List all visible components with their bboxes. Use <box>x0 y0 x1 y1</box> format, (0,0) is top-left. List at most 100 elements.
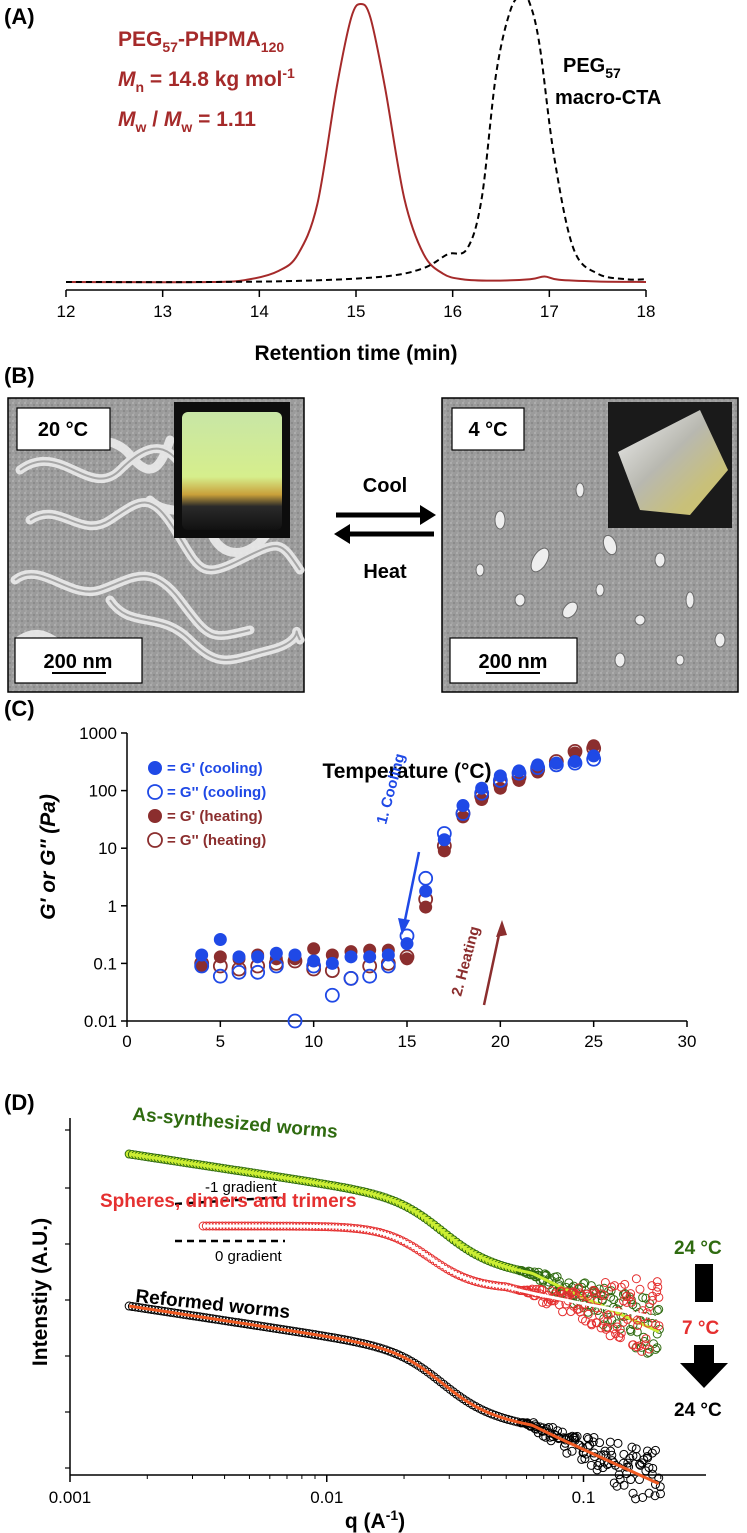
x-tick-label: 12 <box>57 302 76 321</box>
data-point <box>287 1013 303 1029</box>
x-tick-label: 16 <box>443 302 462 321</box>
saxs-point <box>606 1292 616 1302</box>
data-point <box>269 946 283 960</box>
saxs-point <box>435 1377 445 1387</box>
saxs-point <box>589 1433 599 1443</box>
saxs-point <box>577 1290 587 1300</box>
saxs-point <box>631 1494 641 1504</box>
saxs-point <box>626 1289 636 1299</box>
panel-a: (A) PEG57-PHPMA120 Mn = 14.8 kg mol-1 Mw… <box>4 0 661 365</box>
saxs-point <box>582 1289 592 1299</box>
saxs-point <box>642 1348 652 1358</box>
saxs-point <box>613 1438 623 1448</box>
saxs-point <box>621 1292 631 1302</box>
saxs-point <box>442 1382 452 1392</box>
legend-marker-gp-heating <box>148 809 162 823</box>
saxs-point <box>619 1449 629 1459</box>
saxs-point <box>566 1288 576 1298</box>
panel-c-label: (C) <box>4 696 35 721</box>
heating-annotation: 2. Heating <box>448 920 507 1006</box>
saxs-point <box>654 1321 664 1331</box>
saxs-point <box>644 1344 654 1354</box>
heat-label: Heat <box>363 561 407 583</box>
data-point <box>212 968 228 984</box>
data-point <box>324 987 340 1003</box>
legend-gp-heating: = G' (heating) <box>167 808 263 825</box>
y-tick-label: 1000 <box>79 724 117 743</box>
label-zero-gradient: 0 gradient <box>215 1248 283 1265</box>
saxs-point <box>429 1372 439 1382</box>
panel-c: (C) 0 5 10 15 20 25 30 0.01 0.1 1 10 100 1000 Temper… <box>4 696 696 1051</box>
scalebar-box-left <box>14 637 143 684</box>
gradient-line-minus1 <box>174 1195 286 1206</box>
saxs-point <box>651 1344 661 1354</box>
cta-label-line1: PEG57 <box>563 55 621 81</box>
data-point <box>250 964 266 980</box>
vial-gel <box>182 412 282 530</box>
saxs-point <box>572 1431 582 1441</box>
saxs-point <box>653 1282 663 1292</box>
panel-c-legend: = G' (cooling) = G'' (cooling) = G' (hea… <box>147 760 266 849</box>
data-point <box>381 948 395 962</box>
legend-marker-gpp-heating <box>147 832 163 848</box>
x-tick-label: 30 <box>678 1032 697 1051</box>
y-tick-label: 0.1 <box>93 954 117 973</box>
panel-a-label: (A) <box>4 4 35 29</box>
data-point <box>400 937 414 951</box>
data-point <box>511 765 527 781</box>
x-tick-label: 0.001 <box>49 1488 92 1507</box>
legend-marker-gp-cooling <box>148 761 162 775</box>
saxs-point <box>612 1322 622 1332</box>
data-point <box>212 958 228 974</box>
panel-a-x-axis-title: Retention time (min) <box>255 342 458 365</box>
saxs-point <box>445 1384 455 1394</box>
saxs-point <box>605 1331 615 1341</box>
saxs-point <box>547 1286 557 1296</box>
saxs-point <box>619 1480 629 1490</box>
data-point <box>437 844 451 858</box>
label-spheres: Spheres, dimers and trimers <box>100 1191 357 1212</box>
saxs-point <box>548 1423 558 1433</box>
data-point <box>474 785 490 801</box>
saxs-point <box>552 1272 562 1282</box>
cool-heat-arrows: Cool Heat <box>334 475 436 583</box>
data-point <box>231 964 247 980</box>
rheology-chart: 0 5 10 15 20 25 30 0.01 0.1 1 10 100 1000 <box>79 724 696 1051</box>
scalebar-label-right: 200 nm <box>479 651 548 673</box>
saxs-point <box>655 1489 665 1499</box>
saxs-chart: 0.001 0.01 0.1 <box>49 1118 706 1507</box>
saxs-point <box>587 1320 597 1330</box>
saxs-point <box>631 1274 641 1284</box>
panel-c-x-axis-title: Temperature (°C) <box>322 760 491 783</box>
y-tick-label: 1 <box>108 897 117 916</box>
saxs-point <box>651 1445 661 1455</box>
saxs-point <box>638 1492 648 1502</box>
saxs-point <box>585 1440 595 1450</box>
polymer-label: PEG57-PHPMA120 <box>118 28 284 55</box>
saxs-point <box>641 1334 651 1344</box>
tem-micrograph-4c: 4 °C 200 nm <box>441 397 739 693</box>
x-tick-label: 0 <box>122 1032 131 1051</box>
saxs-point <box>573 1283 583 1293</box>
panel-d: (D) 0.001 0.01 0.1 q (A-1) Intenstiy (A.U.… <box>4 1090 728 1533</box>
data-point <box>586 751 602 767</box>
data-point <box>213 932 227 946</box>
y-tick-label: 100 <box>89 782 117 801</box>
data-point <box>344 950 358 964</box>
y-tick-label: 10 <box>98 839 117 858</box>
saxs-point <box>603 1316 613 1326</box>
saxs-point <box>566 1307 576 1317</box>
data-point <box>232 950 246 964</box>
saxs-point <box>580 1454 590 1464</box>
saxs-point <box>448 1387 458 1397</box>
panel-b-label: (B) <box>4 363 35 388</box>
saxs-point <box>652 1277 662 1287</box>
x-tick-label: 20 <box>491 1032 510 1051</box>
x-tick-label: 14 <box>250 302 269 321</box>
vial-liquid <box>618 410 728 515</box>
saxs-point <box>626 1475 636 1485</box>
data-point <box>325 956 339 970</box>
saxs-point <box>628 1451 638 1461</box>
data-point <box>306 958 322 974</box>
saxs-point <box>419 1365 429 1375</box>
